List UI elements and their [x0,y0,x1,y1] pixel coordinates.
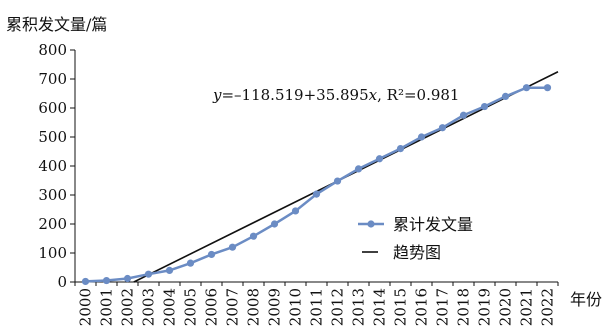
data-point [417,133,426,141]
data-point [207,250,216,259]
equation-r2: , R²=0.981 [377,86,459,104]
x-tick-label: 2004 [161,288,179,326]
y-tick-label: 200 [38,215,67,233]
x-tick-label: 2013 [350,288,368,326]
data-point [354,165,363,173]
data-point [438,124,447,132]
x-tick-label: 2019 [476,288,494,326]
y-tick-label: 700 [38,70,67,88]
data-point [123,274,132,283]
legend-series-label: 累计发文量 [393,215,473,234]
x-tick-label: 2014 [371,288,389,326]
data-point [396,145,405,153]
x-tick-label: 2002 [119,288,137,326]
data-point [501,92,510,100]
x-tick-label: 2021 [518,288,536,326]
data-point [165,266,174,274]
x-tick-label: 2015 [392,288,410,326]
x-tick-label: 2001 [98,288,116,326]
x-tick-label: 2003 [140,288,158,326]
data-point [522,84,531,92]
data-point [459,111,468,119]
data-point [291,207,300,215]
data-point [186,259,195,267]
y-axis-label: 累积发文量/篇 [6,15,107,34]
data-point [333,177,342,185]
x-tick-label: 2017 [434,288,452,326]
equation-coefficients: =–118.519+35.895 [221,86,368,104]
x-tick-label: 2008 [245,288,263,326]
data-point [102,276,111,285]
y-tick-label: 400 [38,157,67,175]
data-point [249,232,258,240]
y-tick-label: 100 [38,244,67,262]
legend: 累计发文量 趋势图 [358,215,473,262]
x-tick-label: 2005 [182,288,200,326]
equation-x: x [369,86,378,104]
y-tick-label: 0 [57,273,67,291]
data-point [480,102,489,111]
x-tick-label: 2020 [497,288,515,326]
x-axis-label: 年份 [570,290,602,309]
x-tick-label: 2009 [266,288,284,326]
x-tick-label: 2018 [455,288,473,326]
x-tick-label: 2010 [287,288,305,326]
legend-trend-label: 趋势图 [393,243,441,262]
series-line [85,86,548,283]
y-tick-label: 300 [38,186,67,204]
equation-y: y [212,86,222,104]
x-tick-label: 2000 [77,288,95,326]
x-tick-label: 2006 [203,288,221,326]
regression-equation: y=–118.519+35.895x, R²=0.981 [212,86,459,104]
x-tick-label: 2011 [308,288,326,326]
data-point [375,155,384,163]
x-tick-label: 2022 [539,288,557,326]
data-point [543,84,552,92]
data-point [144,270,153,278]
x-axis-ticks: 2000 2001 2002 2003 2004 2005 2006 2007 2008 2009… [74,282,559,326]
data-point [228,243,237,251]
legend-series-marker [367,220,375,228]
data-point [270,220,279,228]
y-tick-label: 800 [38,41,67,59]
data-point [312,190,321,198]
x-tick-label: 2012 [329,288,347,326]
series-markers [81,84,552,286]
y-tick-label: 500 [38,128,67,146]
data-point [81,277,90,286]
x-tick-label: 2007 [224,288,242,326]
y-tick-label: 600 [38,99,67,117]
x-tick-label: 2016 [413,288,431,326]
y-axis-ticks: 0 100 200 300 400 500 600 700 800 [38,41,75,291]
